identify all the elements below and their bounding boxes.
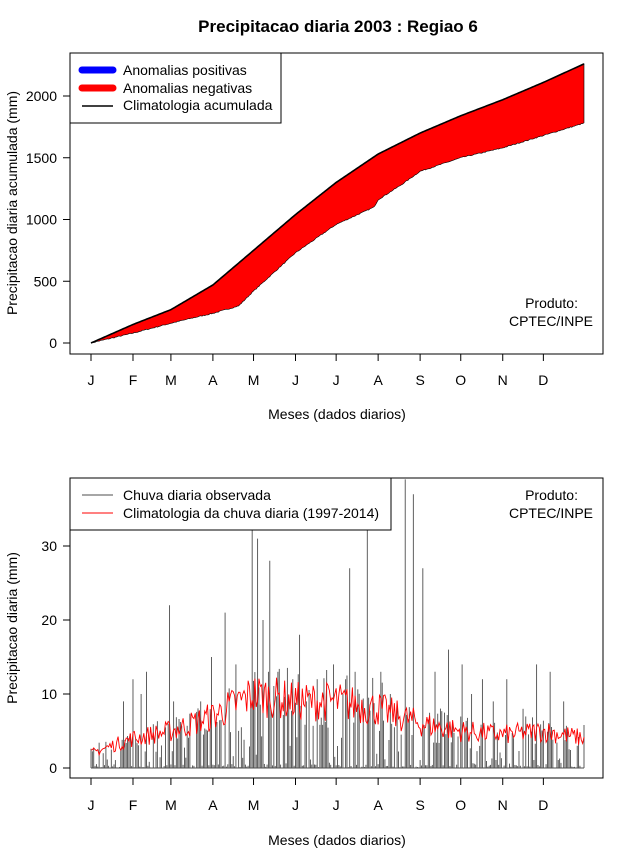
y-tick-label: 20 [41,612,57,628]
y-tick-label: 2000 [26,88,57,104]
x-tick-label: M [165,372,177,388]
x-tick-label: A [373,372,383,388]
x-tick-label: F [129,372,138,388]
y-tick-label: 1500 [26,150,57,166]
climatology-line-group [91,677,585,757]
x-tick-label: A [208,797,218,813]
y-tick-label: 10 [41,686,57,702]
legend-label-positive: Anomalias positivas [123,62,247,78]
legend-label-negative: Anomalias negativas [123,80,252,96]
x-tick-label: S [415,797,424,813]
annotation-produto: Produto: [525,487,578,503]
x-tick-label: A [208,372,218,388]
x-tick-label: J [292,372,299,388]
x-tick-label: S [415,372,424,388]
x-tick-label: J [88,797,95,813]
x-tick-label: J [292,797,299,813]
x-axis-label: Meses (dados diarios) [268,406,406,422]
climatology-daily-line [91,677,585,757]
accumulated-panel: 0 500 1000 1500 2000 J F M A M J J A S O N D Meses (dad… [4,52,604,422]
y-tick-label: 0 [49,760,57,776]
x-tick-label: D [538,797,548,813]
x-tick-label: M [248,797,260,813]
anomaly-area-group [90,63,585,344]
annotation-cptec: CPTEC/INPE [509,505,593,521]
legend-box [69,477,392,531]
annotation-cptec: CPTEC/INPE [509,313,593,329]
observed-bars-group [90,479,585,769]
legend-label-climatology: Climatologia acumulada [123,97,273,113]
x-axis-label: Meses (dados diarios) [268,832,406,848]
x-tick-label: N [498,372,508,388]
y-axis-label: Precipitacao diaria acumulada (mm) [4,91,20,315]
y-axis: 0 500 1000 1500 2000 [26,88,70,351]
y-tick-label: 0 [49,335,57,351]
x-tick-label: M [165,797,177,813]
chart-title: Precipitacao diaria 2003 : Regiao 6 [198,17,478,36]
x-tick-label: O [455,797,466,813]
x-tick-label: D [538,372,548,388]
x-tick-label: F [129,797,138,813]
x-tick-label: A [373,797,383,813]
x-tick-label: N [498,797,508,813]
legend: Chuva diaria observada Climatologia da c… [69,477,392,531]
x-tick-label: J [88,372,95,388]
legend-label-observed: Chuva diaria observada [123,487,271,503]
legend: Anomalias positivas Anomalias negativas … [69,52,282,124]
climatology-accumulated-line [90,63,585,344]
x-tick-label: M [248,372,260,388]
x-tick-label: J [333,372,340,388]
y-axis-label: Precipitacao diaria (mm) [4,552,20,704]
x-tick-label: J [333,797,340,813]
x-tick-label: O [455,372,466,388]
legend-label-climatology: Climatologia da chuva diaria (1997-2014) [123,505,379,521]
y-tick-label: 500 [34,273,58,289]
daily-panel: 0 10 20 30 J F M A M J J A S O N D Meses (dados diario… [4,477,604,848]
y-axis: 0 10 20 30 [41,538,70,776]
y-tick-label: 30 [41,538,57,554]
y-tick-label: 1000 [26,212,57,228]
annotation-produto: Produto: [525,295,578,311]
